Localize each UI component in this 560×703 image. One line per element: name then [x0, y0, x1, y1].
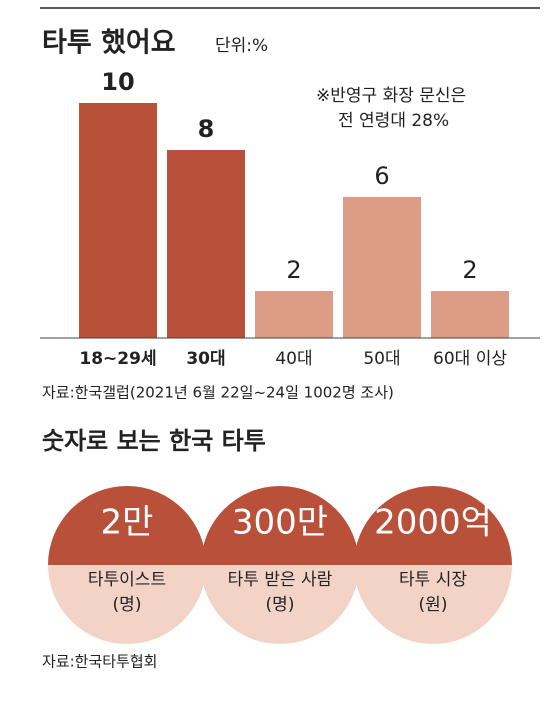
value-label: 2 [462, 256, 477, 284]
annotation: 전 연령대 28% [338, 111, 449, 131]
circle-top [354, 486, 512, 565]
bar [79, 103, 157, 338]
unit-label: 단위:% [215, 36, 268, 56]
stat-label: 타투 시장 [399, 570, 467, 590]
stat-value: 300만 [232, 503, 328, 543]
value-label: 8 [198, 115, 215, 143]
value-label: 2 [286, 256, 301, 284]
x-tick-label: 18~29세 [79, 349, 156, 369]
source: 자료:한국타투협회 [42, 653, 157, 671]
circle-top [201, 486, 359, 565]
bar [343, 197, 421, 338]
stat-value: 2000억 [374, 503, 492, 543]
source: 자료:한국갤럽(2021년 6월 22일~24일 1002명 조사) [42, 384, 394, 402]
value-label: 6 [374, 162, 389, 190]
x-tick-label: 30대 [186, 349, 225, 369]
x-tick-label: 50대 [363, 349, 400, 369]
circle-bottom [48, 565, 206, 644]
bar [255, 291, 333, 338]
annotation: ※반영구 화장 문신은 [316, 86, 466, 106]
stat-unit: (명) [113, 595, 142, 615]
section-title: 숫자로 보는 한국 타투 [42, 427, 266, 455]
circle-top [48, 486, 206, 565]
bar [431, 291, 509, 338]
stat-label: 타투이스트 [88, 570, 166, 590]
stat-unit: (원) [419, 595, 448, 615]
x-tick-label: 40대 [275, 349, 312, 369]
stat-value: 2만 [101, 503, 154, 543]
stat-unit: (명) [266, 595, 295, 615]
circle-bottom [201, 565, 359, 644]
stat-label: 타투 받은 사람 [228, 570, 333, 590]
value-label: 10 [101, 68, 134, 96]
circle-bottom [354, 565, 512, 644]
bar [167, 150, 245, 338]
chart-title: 타투 했어요 [42, 28, 176, 59]
x-tick-label: 60대 이상 [433, 349, 507, 369]
